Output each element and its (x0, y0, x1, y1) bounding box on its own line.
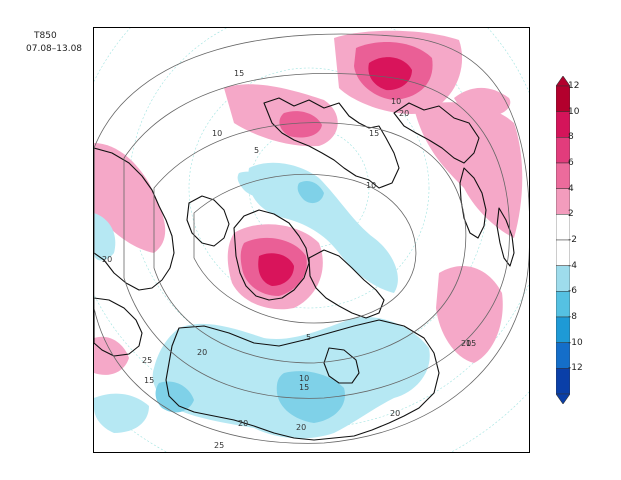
cold-anomaly-greenland-west (237, 171, 272, 197)
contour-label: 10 (212, 129, 222, 138)
colorbar-tick-label: -12 (568, 363, 583, 374)
warm-anomaly-arctic-russia-core (279, 111, 322, 138)
warm-anomaly-chukotka (414, 102, 523, 238)
colorbar-bottom-arrow (556, 393, 570, 404)
contour-label: 15 (234, 69, 244, 78)
contour-label: 10 (366, 181, 376, 190)
map-date-range: 07.08–13.08 (26, 44, 83, 54)
contour-label: 25 (214, 441, 224, 450)
isotherm-5 (193, 173, 417, 324)
coastline-japan (496, 207, 515, 267)
colorbar-tick-label: 12 (568, 81, 580, 91)
coastline-siberia (263, 97, 400, 189)
map-title: T850 (34, 31, 57, 41)
isotherm-contours (94, 33, 529, 444)
colorbar-tick-label: -8 (568, 312, 577, 322)
colorbar-tick-label: -2 (568, 235, 577, 245)
colorbar-tick-label: -6 (568, 286, 577, 297)
contour-label: 15 (369, 129, 379, 138)
coastlines (94, 97, 515, 441)
contour-label: 10 (391, 97, 401, 106)
contour-label: 10 (299, 374, 309, 383)
coastline-europe (94, 147, 175, 291)
map-panel: 15 10 5 15 10 20 10 15 20 5 20 20 25 10 … (93, 27, 530, 453)
coastline-north-america (165, 319, 440, 441)
colorbar-tick-label: 6 (568, 158, 574, 168)
colorbar-tick-label: 8 (568, 132, 574, 143)
colorbar-tick-label: -4 (568, 260, 577, 271)
contour-label: 20 (296, 423, 306, 432)
contour-label: 15 (299, 383, 309, 392)
coastline-alaska (393, 102, 480, 164)
colorbar-tick-label: 4 (568, 183, 574, 194)
warm-anomaly-alaska-east (454, 87, 511, 116)
isotherm-15 (123, 73, 510, 399)
coastline-greenland (233, 209, 310, 301)
cold-anomaly-canada-south-core (276, 371, 345, 423)
colorbar-tick-label: -10 (568, 337, 583, 348)
contour-label: 20 (390, 409, 400, 418)
contour-label: 20 (238, 419, 248, 428)
warm-anomaly-arctic-russia (224, 84, 338, 147)
cold-anomaly-north-pole-core (297, 181, 324, 204)
contour-label: 5 (306, 333, 311, 342)
warm-anomaly-north-america-west (436, 265, 503, 363)
contour-label: 20 (399, 109, 409, 118)
cold-anomaly-us-east (94, 393, 149, 433)
contour-label: 20 (197, 348, 207, 357)
coastline-canada-north (308, 249, 385, 319)
coastline-central-asia (94, 297, 143, 357)
cold-anomaly-atlantic-west (94, 213, 116, 261)
colorbar-tick-label: 2 (568, 209, 574, 220)
contour-label: 20 (102, 255, 112, 264)
contour-label: 20 (461, 339, 471, 348)
contour-label: 25 (142, 356, 152, 365)
contour-label: 5 (254, 146, 259, 155)
cold-anomaly-gulf (155, 381, 194, 413)
isotherm-10 (153, 122, 467, 364)
coastline-kamchatka (459, 167, 487, 239)
cold-anomaly-north-pole (248, 162, 398, 293)
cold-anomalies (94, 162, 430, 439)
colorbar (556, 76, 570, 404)
coastline-scandinavia (186, 195, 230, 247)
warm-anomaly-atlantic (94, 336, 129, 375)
contour-label: 15 (466, 339, 476, 348)
coastline-hudson-bay (323, 347, 360, 384)
polar-projection-map: 15 10 5 15 10 20 10 15 20 5 20 20 25 10 … (94, 28, 529, 452)
warm-anomaly-siberia-east-peak (368, 57, 412, 91)
contour-label: 15 (144, 376, 154, 385)
isotherm-20 (94, 33, 529, 444)
warm-anomaly-greenland-canada-peak (258, 253, 294, 286)
warm-anomaly-europe-west (94, 143, 166, 253)
colorbar-tick-label: 10 (568, 106, 580, 117)
